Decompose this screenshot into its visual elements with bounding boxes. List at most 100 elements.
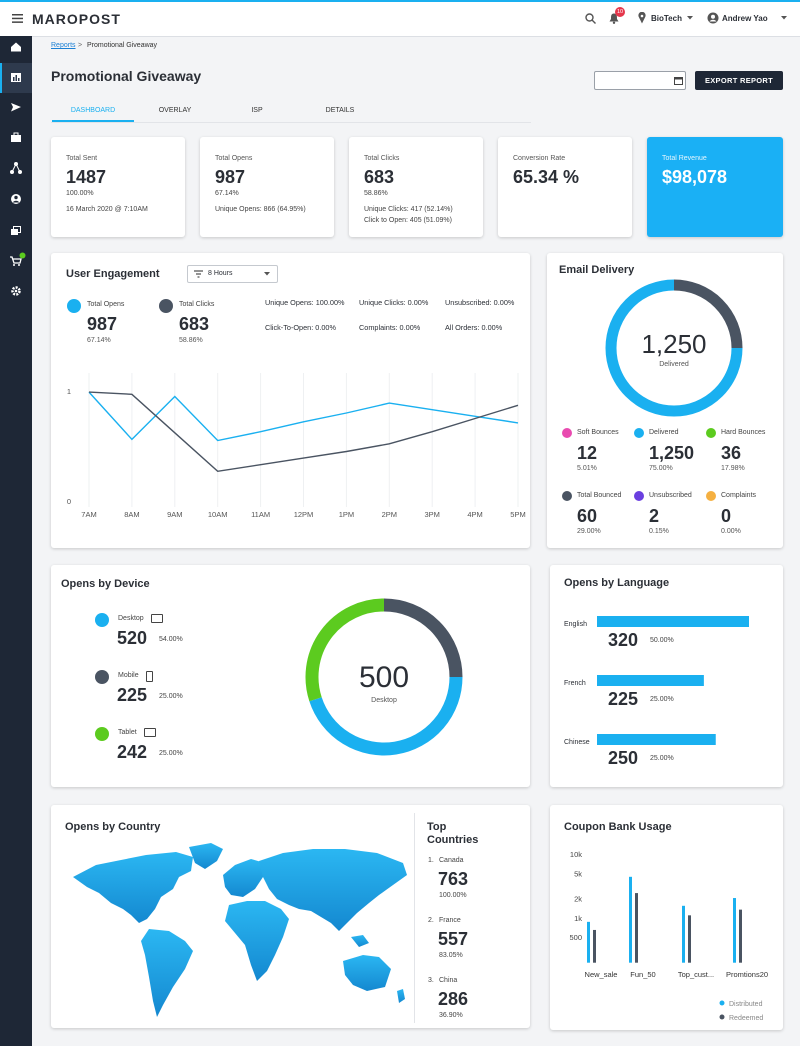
- legend-percent: 58.86%: [179, 337, 203, 344]
- card-title: Opens by Country: [65, 821, 161, 833]
- tab[interactable]: DASHBOARD: [70, 107, 116, 114]
- kpi-value: $98,078: [662, 167, 728, 187]
- page-title: Promotional Giveaway: [51, 68, 202, 84]
- device-icon: [144, 728, 156, 737]
- sidebar-icons[interactable]: [0, 36, 32, 336]
- stat-percent: 17.98%: [721, 465, 745, 472]
- tab-indicator: [52, 120, 134, 122]
- tab[interactable]: OVERLAY: [158, 107, 192, 114]
- card-subtitle: Top Countries: [427, 821, 479, 846]
- stat-label: Unsubscribed: [649, 492, 692, 499]
- user-name[interactable]: Andrew Yao: [722, 14, 768, 23]
- bar: [688, 915, 691, 963]
- stat-label: Soft Bounces: [577, 429, 619, 436]
- bar: [597, 616, 749, 627]
- device-percent: 25.00%: [159, 693, 183, 700]
- country-value: 557: [438, 929, 469, 949]
- country-rank: 2.: [428, 917, 434, 924]
- device-value: 225: [117, 685, 148, 705]
- bar: [682, 905, 685, 963]
- account-name[interactable]: BioTech: [651, 14, 682, 23]
- language-percent: 25.00%: [650, 696, 674, 703]
- stat-value: 12: [577, 443, 598, 463]
- legend-label: Redeemed: [729, 1015, 763, 1022]
- x-tick-label: Top_cust...: [678, 970, 714, 979]
- opens-by-language-card: Opens by Language English 320 50.00% French…: [550, 565, 783, 787]
- device-name: Mobile: [118, 672, 139, 679]
- legend-percent: 67.14%: [87, 337, 111, 344]
- kpi-detail: Unique Clicks: 417 (52.14%): [364, 206, 453, 213]
- stat-value: 60: [577, 506, 598, 526]
- caret: [687, 16, 693, 20]
- legend-total: 987: [87, 314, 118, 334]
- legend-name: Total Clicks: [179, 301, 215, 308]
- search-icon[interactable]: [585, 13, 596, 24]
- donut-center-value: 1,250: [641, 329, 706, 359]
- stat-value: 2: [649, 506, 660, 526]
- stat-value: 1,250: [649, 443, 695, 463]
- export-button[interactable]: EXPORT REPORT: [695, 71, 783, 90]
- x-tick-label: 12PM: [294, 510, 314, 519]
- device-icon: [146, 671, 153, 682]
- x-tick-label: 3PM: [424, 510, 439, 519]
- device-name: Tablet: [118, 729, 137, 736]
- breadcrumb-link[interactable]: Reports: [51, 42, 76, 49]
- stat-value: 36: [721, 443, 742, 463]
- country-percent: 36.90%: [439, 1012, 463, 1019]
- tab[interactable]: ISP: [251, 107, 263, 114]
- y-tick-label: 2k: [574, 895, 582, 904]
- language-value: 250: [608, 748, 639, 768]
- donut-center-label: Delivered: [659, 361, 689, 368]
- card-title: Coupon Bank Usage: [564, 821, 672, 833]
- filter-value[interactable]: 8 Hours: [208, 270, 233, 277]
- stat-dot: [706, 428, 716, 438]
- user-icon[interactable]: [707, 12, 719, 24]
- stat-dot: [634, 428, 644, 438]
- card-title: Email Delivery: [559, 264, 635, 276]
- calendar-icon[interactable]: [674, 76, 683, 85]
- stat-dot: [562, 491, 572, 501]
- x-tick-label: 5PM: [510, 510, 525, 519]
- bar: [739, 909, 742, 963]
- donut-center-value: 500: [359, 661, 409, 694]
- legend-dot: [159, 299, 173, 313]
- engagement-stat: Complaints: 0.00%: [359, 323, 421, 332]
- donut-segment: [309, 676, 463, 756]
- country-name: Canada: [439, 857, 464, 864]
- donut-center-label: Desktop: [371, 697, 397, 704]
- kpi-card: Total Revenue $98,078: [647, 137, 783, 237]
- filter-dropdown[interactable]: 8 Hours: [187, 265, 278, 283]
- engagement-stat: Unsubscribed: 0.00%: [445, 298, 515, 307]
- language-percent: 25.00%: [650, 755, 674, 762]
- donut-segment: [383, 598, 463, 678]
- line-series: [88, 391, 519, 442]
- country-value: 286: [438, 989, 469, 1009]
- kpi-detail: Click to Open: 405 (51.09%): [364, 217, 452, 224]
- kpi-card: Total Sent 1487 100.00% 16 March 2020 @ 7:1…: [51, 137, 185, 237]
- y-tick-label: 1: [67, 387, 71, 396]
- x-tick-label: New_sale: [585, 970, 618, 979]
- legend-dot: [719, 1014, 725, 1020]
- engagement-chart: 7AM 8AM 9AM 10AM 11AM 12PM 1PM 2PM 3PM 4PM 5PM 0 1: [67, 373, 526, 519]
- stat-percent: 0.00%: [721, 528, 741, 535]
- country-value: 763: [438, 869, 469, 889]
- stat-percent: 29.00%: [577, 528, 601, 535]
- stat-label: Total Bounced: [577, 492, 622, 499]
- kpi-detail: Unique Opens: 866 (64.95%): [215, 206, 306, 213]
- x-tick-label: 4PM: [467, 510, 482, 519]
- tab[interactable]: DETAILS: [325, 107, 355, 114]
- date-input[interactable]: [594, 71, 686, 90]
- language-name: Chinese: [564, 739, 590, 746]
- engagement-stat: Unique Opens: 100.00%: [265, 298, 345, 307]
- kpi-value: 683: [364, 167, 395, 187]
- kpi-detail: 100.00%: [66, 190, 94, 197]
- logo[interactable]: MAROPOST: [32, 11, 121, 27]
- menu-icon[interactable]: [12, 14, 23, 23]
- card-title: User Engagement: [66, 268, 160, 280]
- breadcrumb-separator: >: [78, 42, 83, 49]
- stat-value: 0: [721, 506, 732, 526]
- country-rank: 3.: [428, 977, 434, 984]
- legend-total: 683: [179, 314, 210, 334]
- caret: [781, 16, 787, 20]
